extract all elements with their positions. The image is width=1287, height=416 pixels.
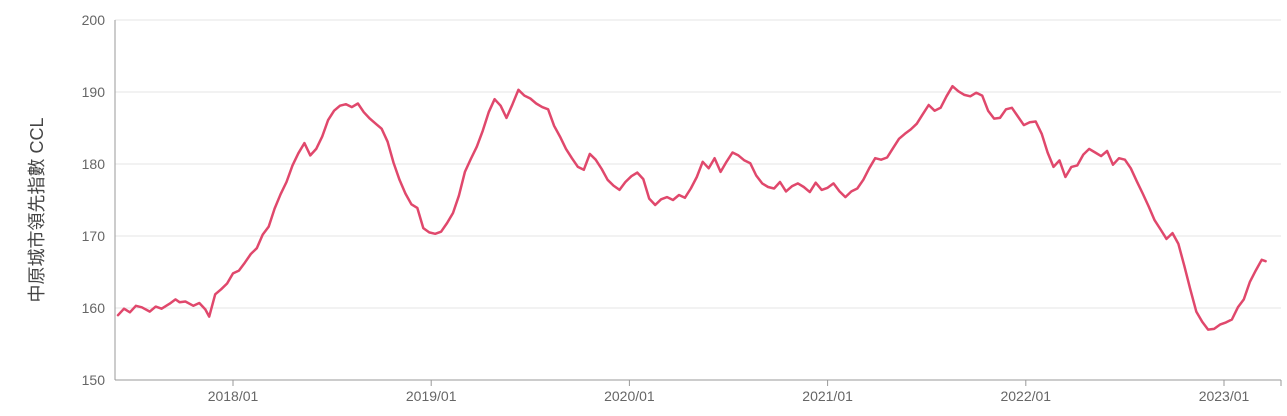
axes	[114, 20, 1282, 386]
y-tick-label: 160	[82, 300, 106, 316]
y-tick-labels: 150 160 170 180 190 200	[82, 12, 106, 388]
y-tick-label: 180	[82, 156, 106, 172]
y-tick-label: 200	[82, 12, 106, 28]
x-tick-label: 2018/01	[208, 388, 259, 404]
grid-lines	[115, 19, 1281, 309]
y-tick-label: 150	[82, 372, 106, 388]
x-tick-label: 2023/01	[1199, 388, 1250, 404]
x-tick-label: 2021/01	[802, 388, 853, 404]
series-line	[116, 84, 1267, 331]
y-tick-label: 190	[82, 84, 106, 100]
y-tick-label: 170	[82, 228, 106, 244]
y-axis-title: 中原城市領先指數 CCL	[27, 117, 47, 302]
x-tick-label: 2020/01	[604, 388, 655, 404]
series-line-group	[116, 84, 1267, 331]
x-tick-label: 2022/01	[1000, 388, 1051, 404]
x-tick-labels: 2018/01 2019/01 2020/01 2021/01 2022/01 2023/…	[208, 388, 1250, 404]
x-tick-label: 2019/01	[406, 388, 457, 404]
